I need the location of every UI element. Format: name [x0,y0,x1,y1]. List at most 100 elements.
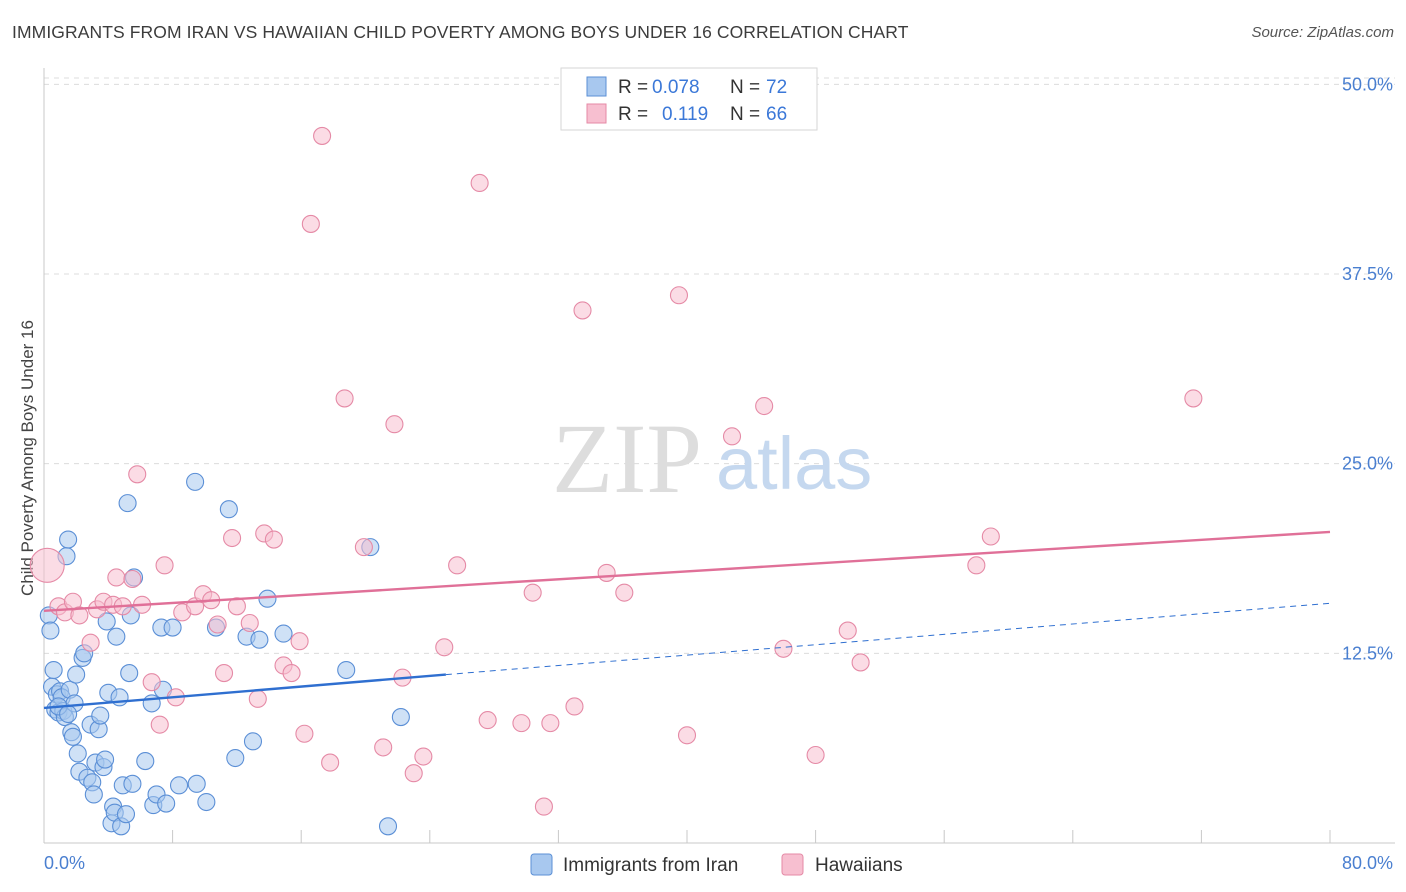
iran-point [157,794,176,813]
hawaiians-point [123,569,142,589]
hawaiians-point [565,697,584,716]
hawaiians-point [669,286,689,305]
hawaiians-point [597,563,616,582]
iran-point [169,776,189,795]
iran-point [68,744,87,763]
hawaiians-point [313,126,332,145]
iran-point [243,732,263,751]
iran-point [187,774,206,793]
hawaiians-point [240,613,259,633]
hawaiians-point [354,538,373,557]
hawaiians-point [374,738,393,757]
legend: R = 0.078 N = 72 R = 0.119 N = 66 [560,67,818,131]
x-tick-label-0: 0.0% [44,853,85,873]
y-tick-label-1: 25.0% [1342,454,1393,474]
hawaiians-point [512,714,531,733]
axes [43,68,1395,844]
iran-point [84,785,103,804]
legend-r-value-iran: 0.078 [652,77,700,98]
legend-n-label-hawaiians: N = [730,104,760,125]
hawaiians-point [295,724,314,743]
hawaiians-point [107,568,126,587]
hawaiians-point [981,527,1000,546]
hawaiians-point [523,583,542,602]
legend-swatch-iran [586,76,607,97]
hawaiians-point [264,530,283,549]
hawaiians-point [404,764,423,783]
y-tick-label-2: 37.5% [1342,264,1393,284]
hawaiians-point [1184,389,1203,408]
hawaiians-point [677,726,697,745]
legend-swatch-hawaiians [586,103,607,124]
source-label: Source: ZipAtlas.com [1251,24,1394,41]
iran-point [59,704,78,724]
hawaiians-point [150,715,169,734]
watermark: ZIP atlas [552,403,872,514]
iran-point [41,621,60,640]
hawaiians-point [478,711,497,730]
iran-point [67,665,86,684]
y-tick-label-0: 12.5% [1342,643,1393,663]
iran-point [91,706,110,725]
hawaiians-point [573,301,592,320]
grid-lines [44,77,1395,654]
trendline-iran-dashed [445,602,1331,676]
iran-point [219,500,238,519]
hawaiians-point [290,632,309,651]
iran-point [116,805,136,824]
hawaiians-point [248,689,267,708]
trendline-hawaiians [43,530,1331,613]
bottom-legend-swatch-iran [530,853,553,876]
hawaiians-point [967,556,986,575]
hawaiians-point [541,714,560,733]
hawaiians-point [335,389,354,408]
iran-point [123,774,142,793]
watermark-atlas-text: atlas [716,422,872,505]
hawaiians-point [321,753,340,772]
trend-lines [43,530,1331,710]
iran-point [44,660,63,680]
iran-point [197,792,216,812]
y-tick-labels: 12.5% 25.0% 37.5% 50.0% [1342,74,1393,663]
hawaiians-point [29,547,65,583]
hawaiians-point [435,638,454,657]
trendline-iran-solid [43,673,446,710]
iran-point [59,530,78,549]
hawaiians-point [282,664,301,683]
hawaiians-point [722,427,742,446]
hawaiians-point [128,465,147,484]
hawaiians-point [755,396,774,416]
hawaiians-point [838,621,857,640]
hawaiians-point [70,606,89,625]
iran-point [186,472,205,491]
y-axis-label: Child Poverty Among Boys Under 16 [18,320,37,596]
legend-r-label-hawaiians: R = [618,104,648,125]
hawaiians-point [227,597,246,616]
hawaiians-point [774,639,793,658]
iran-point [118,494,137,513]
bottom-legend-swatch-hawaiians [781,853,804,876]
hawaiians-point [81,633,100,652]
watermark-zip-text: ZIP [552,403,702,514]
iran-point [250,630,269,649]
iran-point [391,708,410,727]
hawaiians-point [208,615,227,634]
hawaiians-point [214,664,234,683]
iran-point [136,752,155,771]
chart-title: IMMIGRANTS FROM IRAN VS HAWAIIAN CHILD P… [12,22,909,42]
iran-point [274,624,293,643]
hawaiians-point [470,173,489,193]
iran-point [96,750,115,769]
hawaiians-point [534,797,553,816]
bottom-legend-label-hawaiians: Hawaiians [815,855,903,876]
iran-point [97,612,116,631]
iran-point [107,627,126,646]
hawaiians-point [851,653,870,672]
iran-point [378,817,398,836]
hawaiians-point [615,583,634,602]
iran-point [226,748,245,768]
bottom-legend-label-iran: Immigrants from Iran [563,855,738,876]
hawaiians-point [806,745,825,765]
legend-r-value-hawaiians: 0.119 [662,104,708,125]
